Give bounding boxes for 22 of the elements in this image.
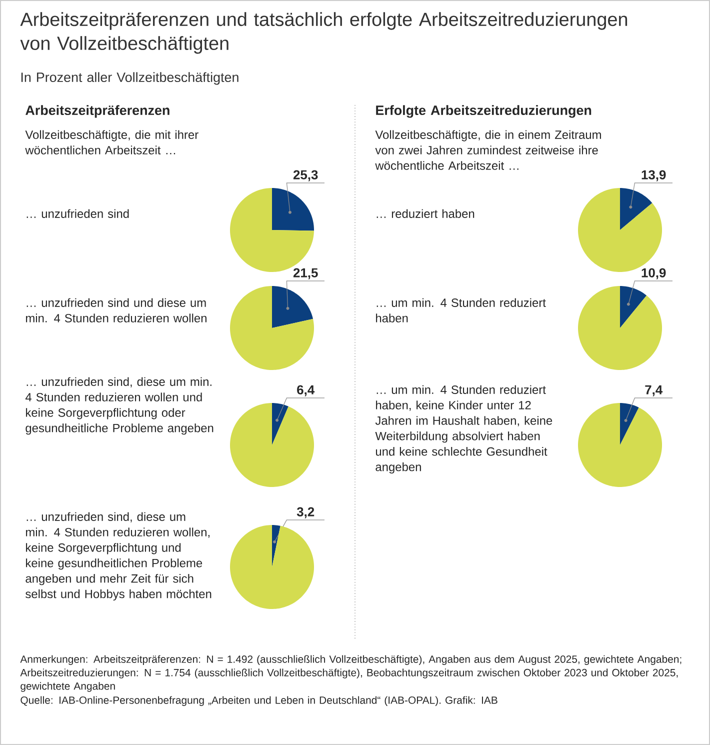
text: … unzufrieden sind und diese um min. 4 Stunden reduzieren wollen: [26, 298, 206, 322]
text: Vollzeitbeschäftigte, die mit ihrer wöchentlichen Arbeitszeit …: [25, 130, 198, 154]
text: Anmerkungen: Arbeitszeitpräferenzen: N = 1.492 (ausschließlich Vollzeitbeschäftigte), Angaben aus dem August 2025, gewichtete Angaben; Arbeitszeitreduzierungen: N = 1.754 (ausschließlich Vollzeitbeschäftigte), Beobachtungszeitraum zwischen Oktober 2023 und Oktober 2025, gewichtete Angaben: [20, 655, 682, 692]
text: … reduziert haben: [376, 209, 474, 218]
data-label: 7,4: [645, 385, 663, 396]
text: … um min. 4 Stunden reduziert haben: [376, 298, 546, 322]
text: … unzufrieden sind, diese um min. 4 Stunden reduzieren wollen, keine Sorgeverpflichtung und keine gesundheitlichen Probleme angeben und mehr Zeit für sich selbst und Hobbys haben möchten: [26, 512, 212, 601]
data-label: 21,5: [293, 268, 318, 280]
data-label: 25,3: [293, 170, 318, 182]
text: … unzufrieden sind, diese um min. 4 Stunden reduzieren wollen und keine Sorgeverpflichtung oder gesundheitliche Probleme angeben: [25, 377, 214, 435]
chart-subtitle: Vollzeitbeschäftigte, die in einem Zeitraum von zwei Jahren zumindest zeitweise ihre wöchentliche Arbeitszeit …: [375, 130, 601, 170]
data-label: 3,2: [296, 507, 314, 518]
chart-title: Erfolgte Arbeitszeitreduzierungen: [376, 105, 592, 118]
text: Arbeitszeitpräferenzen: [26, 105, 170, 118]
text: … unzufrieden sind: [26, 209, 129, 218]
source-note: Quelle: IAB-Online-Personenbefragung „Arbeiten und Leben in Deutschland“ (IAB-OPAL). Grafik: IAB: [20, 696, 498, 706]
text: Arbeitszeitpräferenzen und tatsächlich erfolgte Arbeitszeitreduzierungen von Vollzeitbeschäftigten: [20, 12, 628, 54]
text: … um min. 4 Stunden reduziert haben, keine Kinder unter 12 Jahren im Haushalt haben, keine Weiterbildung absolviert haben und keine schlechte Gesundheit angeben: [375, 385, 552, 474]
text: In Prozent aller Vollzeitbeschäftigten: [21, 72, 238, 85]
data-label: 6,4: [297, 385, 315, 396]
data-label: 13,9: [642, 170, 666, 182]
data-label: 10,9: [642, 268, 666, 280]
